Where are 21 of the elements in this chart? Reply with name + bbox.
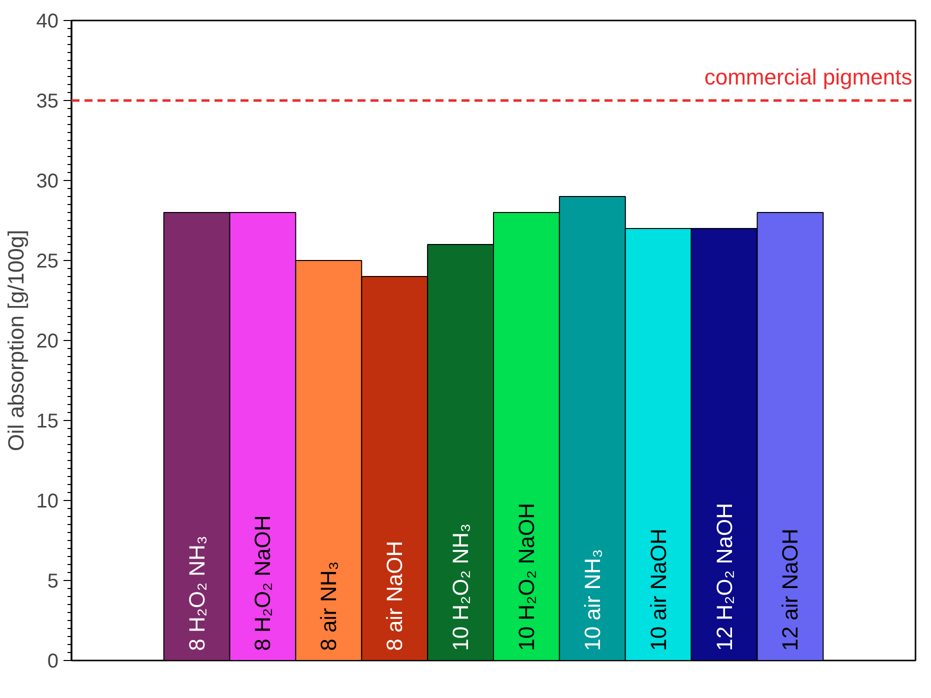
x-tick-label: 12 H₂O₂ NaOH [712, 502, 737, 651]
y-tick-label: 35 [36, 90, 59, 112]
y-axis-title: Oil absorption [g/100g] [3, 230, 28, 452]
x-tick-label: 8 air NaOH [382, 540, 408, 651]
x-tick-label: 10 H₂O₂ NH₃ [448, 523, 474, 651]
x-tick-label: 12 air NaOH [778, 528, 803, 651]
y-tick-label: 40 [36, 10, 59, 32]
x-tick-label: 10 H₂O₂ NaOH [514, 502, 539, 651]
y-tick-label: 25 [36, 250, 59, 272]
ref-line-label: commercial pigments [704, 64, 912, 90]
y-tick-label: 5 [47, 570, 58, 592]
x-tick-label: 8 H₂O₂ NaOH [250, 515, 276, 651]
y-tick-label: 0 [47, 650, 58, 672]
x-tick-label: 10 air NaOH [646, 528, 671, 651]
y-tick-label: 10 [36, 490, 59, 512]
y-tick-label: 15 [36, 410, 59, 432]
y-tick-label: 30 [36, 170, 59, 192]
y-tick-label: 20 [36, 330, 59, 352]
x-tick-label: 8 H₂O₂ NH₃ [184, 536, 210, 651]
x-tick-label: 10 air NH₃ [580, 549, 605, 651]
x-tick-label: 8 air NH₃ [316, 561, 342, 651]
